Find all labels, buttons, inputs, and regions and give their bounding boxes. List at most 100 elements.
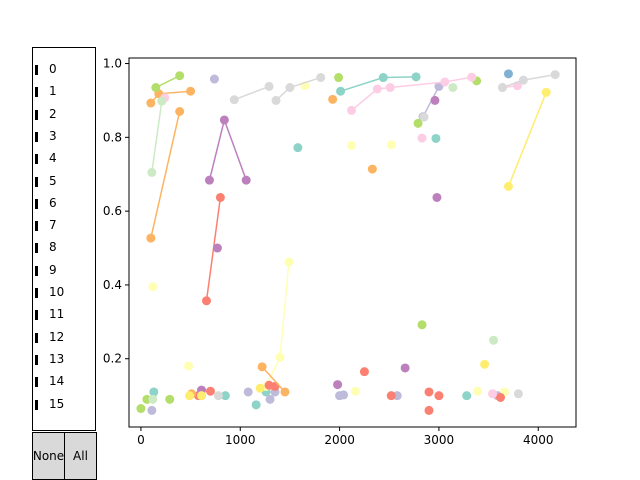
series-line [150,111,181,239]
legend-item-9[interactable]: 9 [33,262,95,280]
legend-item-0[interactable]: 0 [33,61,95,79]
data-point [255,383,265,393]
legend-checkbox[interactable] [35,87,38,98]
legend-item-10[interactable]: 10 [33,284,95,302]
legend-label: 0 [49,62,57,76]
legend-item-12[interactable]: 12 [33,329,95,347]
legend-checkbox[interactable] [35,65,38,75]
legend-item-1[interactable]: 1 [33,83,95,101]
legend-item-5[interactable]: 5 [33,173,95,191]
legend-checkbox[interactable] [35,377,38,388]
legend-checkbox[interactable] [35,399,38,410]
legend-checkbox[interactable] [35,288,38,298]
x-tick-label: 2000 [324,433,355,447]
data-point [424,387,434,397]
data-point [184,361,194,371]
data-point [220,391,230,401]
legend-checkbox[interactable] [35,221,38,232]
data-point [550,70,560,80]
data-point [333,380,343,390]
legend-label: 10 [49,285,65,299]
legend-checkbox[interactable] [35,332,38,343]
legend-item-6[interactable]: 6 [33,195,95,213]
legend-checkbox[interactable] [35,109,38,120]
data-point [146,233,156,243]
legend-item-3[interactable]: 3 [33,128,95,146]
legend-checkbox[interactable] [35,131,38,142]
data-point [251,400,261,410]
data-point [424,405,434,415]
data-point [386,140,396,150]
data-point [518,75,528,85]
data-point [165,394,175,404]
legend-checkbox[interactable] [35,310,38,321]
data-point [413,118,423,128]
legend-checkbox[interactable] [35,154,38,165]
data-point [197,391,207,401]
data-point [136,404,146,414]
data-point [280,387,290,397]
legend-label: 5 [49,173,57,188]
data-point [148,282,158,292]
legend-label: 11 [49,307,65,322]
legend-checkbox[interactable] [35,198,38,209]
data-point [347,140,357,150]
data-point [350,386,360,396]
data-point [148,394,158,404]
data-point [386,391,396,401]
all-button[interactable]: All [64,432,97,480]
data-point [241,175,251,185]
legend-label: 4 [49,151,57,166]
data-point [372,84,382,94]
data-point [496,392,506,402]
data-point [417,320,427,330]
data-point [147,167,157,177]
data-point [209,74,219,84]
data-point [149,387,159,397]
data-point [480,359,490,369]
legend-item-14[interactable]: 14 [33,373,95,391]
data-point [146,98,156,108]
data-point [347,105,357,115]
data-point [185,391,195,401]
data-point [293,143,303,153]
data-point [284,257,294,267]
data-point [212,243,222,253]
data-point [419,112,429,122]
data-point [503,181,513,191]
legend-item-8[interactable]: 8 [33,239,95,257]
data-point [219,115,229,125]
data-point [229,95,239,105]
data-point [175,107,185,117]
data-point [400,363,410,373]
data-point [334,73,344,83]
legend-item-4[interactable]: 4 [33,150,95,168]
legend-label: 8 [49,240,57,255]
legend-checkbox[interactable] [35,354,38,365]
legend-label: 13 [49,351,65,366]
legend-item-11[interactable]: 11 [33,306,95,324]
plot-frame [128,57,577,428]
legend-item-2[interactable]: 2 [33,106,95,124]
data-point [213,391,223,401]
legend-checkbox[interactable] [35,243,38,254]
none-button[interactable]: None [32,432,65,480]
legend-checkbox[interactable] [35,265,38,276]
y-tick-label: 0.8 [103,130,122,144]
data-point [264,81,274,91]
data-point [513,389,523,399]
legend-label: 3 [49,128,57,143]
series-line [234,85,270,101]
legend-item-7[interactable]: 7 [33,217,95,235]
x-tick-label: 1000 [225,433,256,447]
data-point [430,95,440,105]
legend-item-15[interactable]: 15 [33,396,95,414]
data-point [204,175,214,185]
legend-label: 14 [49,374,65,389]
legend-item-13[interactable]: 13 [33,351,95,369]
legend-checkbox[interactable] [35,176,38,187]
data-point [270,381,280,391]
data-point [157,96,167,106]
x-tick-label: 0 [137,433,145,447]
